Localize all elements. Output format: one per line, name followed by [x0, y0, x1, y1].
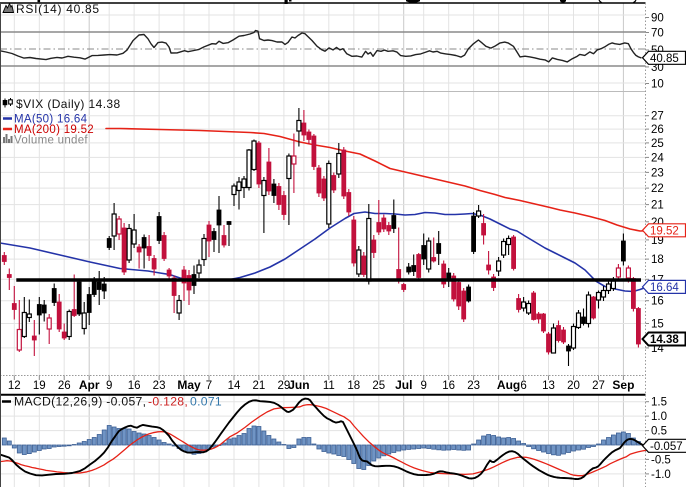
svg-text:7: 7 [206, 380, 212, 392]
svg-text:23: 23 [153, 380, 166, 392]
svg-text:16: 16 [651, 296, 664, 308]
svg-text:MACD(12,26,9) -0.057,: MACD(12,26,9) -0.057, [14, 395, 146, 409]
svg-text:-0.057: -0.057 [650, 441, 683, 453]
svg-text:11: 11 [323, 380, 335, 392]
svg-text:-1.0: -1.0 [651, 469, 671, 481]
svg-text:1.0: 1.0 [651, 411, 667, 423]
svg-text:-0.128,: -0.128, [148, 395, 188, 409]
svg-text:23: 23 [467, 380, 480, 392]
svg-text:24: 24 [651, 152, 664, 164]
svg-text:19.52: 19.52 [650, 225, 679, 237]
svg-text:10: 10 [651, 79, 664, 91]
svg-text:Apr: Apr [79, 378, 100, 392]
svg-text:25: 25 [372, 380, 385, 392]
svg-text:6: 6 [520, 380, 526, 392]
svg-text:Aug: Aug [497, 378, 520, 392]
svg-text:Sep: Sep [612, 378, 634, 392]
svg-text:16: 16 [128, 380, 141, 392]
svg-text:26: 26 [651, 124, 664, 136]
svg-text:21: 21 [651, 200, 664, 212]
svg-text:0.5: 0.5 [651, 426, 667, 438]
svg-text:16: 16 [442, 380, 455, 392]
svg-text:12: 12 [8, 380, 21, 392]
svg-text:25: 25 [651, 138, 664, 150]
svg-text:-0.5: -0.5 [651, 454, 671, 466]
svg-text:20: 20 [567, 380, 580, 392]
svg-text:40.85: 40.85 [650, 53, 679, 65]
svg-text:27: 27 [592, 380, 605, 392]
svg-text:18: 18 [347, 380, 360, 392]
svg-text:15: 15 [651, 319, 664, 331]
svg-text:19: 19 [651, 235, 664, 247]
svg-text:27: 27 [651, 111, 664, 123]
svg-text:May: May [177, 378, 201, 392]
svg-text:22: 22 [651, 183, 664, 195]
svg-text:Jun: Jun [288, 378, 309, 392]
svg-text:Volume undef: Volume undef [14, 135, 88, 147]
svg-text:70: 70 [651, 28, 664, 40]
svg-text:29: 29 [278, 380, 291, 392]
svg-text:26: 26 [58, 380, 71, 392]
svg-text:9: 9 [421, 380, 427, 392]
svg-text:21: 21 [253, 380, 266, 392]
svg-text:13: 13 [542, 380, 555, 392]
svg-text:16.64: 16.64 [650, 282, 679, 294]
svg-text:9: 9 [106, 380, 112, 392]
svg-text:14.38: 14.38 [650, 334, 679, 346]
svg-text:$VIX (Daily) 14.38: $VIX (Daily) 14.38 [16, 97, 121, 111]
svg-text:MA(200) 19.52: MA(200) 19.52 [14, 124, 94, 136]
svg-text:90: 90 [651, 13, 664, 25]
svg-text:18: 18 [651, 254, 664, 266]
svg-text:1.5: 1.5 [651, 397, 667, 409]
svg-text:0.071: 0.071 [190, 395, 222, 409]
svg-text:19: 19 [33, 380, 46, 392]
svg-text:23: 23 [651, 167, 664, 179]
svg-text:Jul: Jul [395, 378, 412, 392]
svg-text:14: 14 [228, 380, 241, 392]
svg-text:RSI(14) 40.85: RSI(14) 40.85 [16, 2, 100, 16]
svg-text:MA(50) 16.64: MA(50) 16.64 [14, 114, 88, 126]
